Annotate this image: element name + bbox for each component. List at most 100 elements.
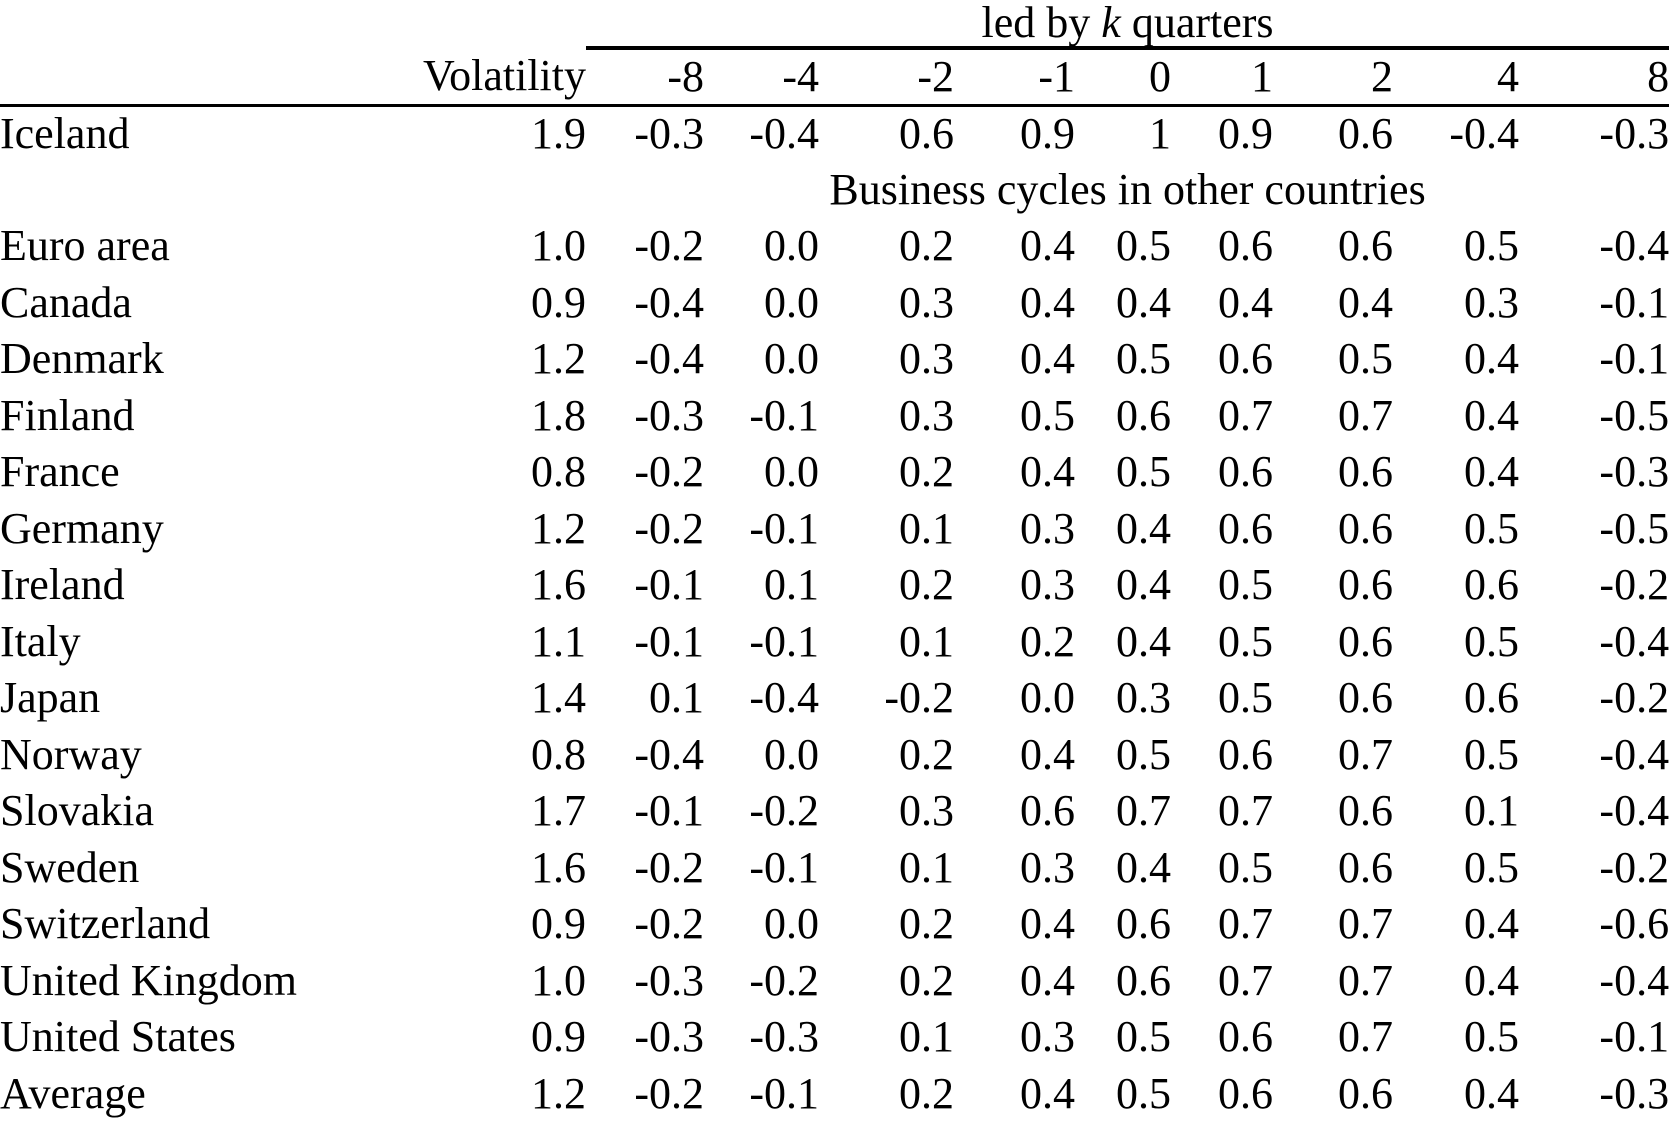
country-cell: Iceland bbox=[0, 109, 130, 158]
correlation-cell: 0.0 bbox=[764, 221, 819, 271]
country-cell: United States bbox=[0, 1012, 236, 1062]
correlation-cell: -0.3 bbox=[634, 109, 704, 158]
spanner-prefix: led by bbox=[981, 0, 1102, 47]
table-row: France 0.8 -0.2 0.0 0.2 0.4 0.5 0.6 0.6 0.4 -0.3 bbox=[0, 444, 1669, 501]
correlation-cell: 0.4 bbox=[1116, 277, 1171, 327]
correlation-cell: 0.7 bbox=[1218, 390, 1273, 440]
correlation-cell: -0.2 bbox=[634, 503, 704, 553]
correlation-cell: 0.4 bbox=[1464, 447, 1519, 497]
table-row: Switzerland 0.9 -0.2 0.0 0.2 0.4 0.6 0.7 0.7 0.4 -… bbox=[0, 896, 1669, 953]
correlation-cell: 0.4 bbox=[1464, 334, 1519, 384]
correlation-cell: 1 bbox=[1149, 109, 1171, 158]
correlation-cell: 0.6 bbox=[1464, 673, 1519, 723]
volatility-cell: 1.1 bbox=[531, 616, 586, 666]
table-body: Iceland 1.9 -0.3 -0.4 0.6 0.9 1 0.9 0.6 -0.4 -0.3 B… bbox=[0, 105, 1669, 1122]
correlation-cell: 0.6 bbox=[1218, 503, 1273, 553]
table-row: United States 0.9 -0.3 -0.3 0.1 0.3 0.5 0.6 0.7 0… bbox=[0, 1009, 1669, 1066]
correlation-cell: 0.5 bbox=[1464, 729, 1519, 779]
country-cell: Finland bbox=[0, 390, 135, 440]
correlation-cell: -0.1 bbox=[749, 390, 819, 440]
correlation-cell: -0.5 bbox=[1599, 390, 1669, 440]
correlation-cell: -0.1 bbox=[749, 842, 819, 892]
correlation-cell: -0.3 bbox=[1599, 447, 1669, 497]
correlation-cell: 0.7 bbox=[1116, 786, 1171, 836]
table-row: United Kingdom 1.0 -0.3 -0.2 0.2 0.4 0.6 0.7 0.7… bbox=[0, 953, 1669, 1010]
correlation-cell: 0.6 bbox=[1218, 729, 1273, 779]
correlation-cell: 0.1 bbox=[899, 842, 954, 892]
correlation-cell: 0.5 bbox=[1116, 729, 1171, 779]
correlation-cell: 0.5 bbox=[1116, 221, 1171, 271]
volatility-cell: 1.6 bbox=[531, 842, 586, 892]
correlation-cell: -0.2 bbox=[1599, 673, 1669, 723]
correlation-cell: 0.5 bbox=[1464, 503, 1519, 553]
correlation-cell: 0.4 bbox=[1020, 899, 1075, 949]
table-row: Japan 1.4 0.1 -0.4 -0.2 0.0 0.3 0.5 0.6 0.6 -0.2 bbox=[0, 670, 1669, 727]
correlation-cell: -0.2 bbox=[634, 1068, 704, 1118]
country-cell: Euro area bbox=[0, 221, 170, 271]
table-row: Ireland 1.6 -0.1 0.1 0.2 0.3 0.4 0.5 0.6 0.6 -0.2 bbox=[0, 557, 1669, 614]
correlation-cell: -0.1 bbox=[749, 503, 819, 553]
correlation-cell: -0.3 bbox=[634, 1012, 704, 1062]
correlation-cell: 0.3 bbox=[899, 786, 954, 836]
correlation-cell: 0.9 bbox=[1020, 109, 1075, 158]
correlation-cell: 0.2 bbox=[899, 955, 954, 1005]
correlation-cell: -0.2 bbox=[634, 842, 704, 892]
correlation-cell: 0.5 bbox=[1116, 447, 1171, 497]
table-row: Finland 1.8 -0.3 -0.1 0.3 0.5 0.6 0.7 0.7 0.4 -0.5 bbox=[0, 388, 1669, 445]
correlation-cell: 0.4 bbox=[1116, 842, 1171, 892]
correlation-cell: 0.7 bbox=[1338, 729, 1393, 779]
correlation-cell: 0.6 bbox=[1218, 1012, 1273, 1062]
lead-header-minus4: -4 bbox=[704, 48, 819, 107]
correlation-cell: 0.5 bbox=[1464, 1012, 1519, 1062]
correlation-cell: -0.2 bbox=[634, 221, 704, 271]
correlation-cell: 0.3 bbox=[899, 334, 954, 384]
correlation-cell: 0.7 bbox=[1338, 955, 1393, 1005]
correlation-cell: 0.6 bbox=[1218, 334, 1273, 384]
correlation-cell: 0.5 bbox=[1218, 842, 1273, 892]
table-row: Denmark 1.2 -0.4 0.0 0.3 0.4 0.5 0.6 0.5 0.4 -0.1 bbox=[0, 331, 1669, 388]
correlation-cell: -0.1 bbox=[749, 1068, 819, 1118]
correlation-cell: -0.1 bbox=[634, 786, 704, 836]
correlation-cell: 0.6 bbox=[1218, 447, 1273, 497]
country-header-cell bbox=[0, 48, 400, 107]
volatility-cell: 1.9 bbox=[531, 109, 586, 158]
column-header-row: Volatility -8 -4 -2 -1 0 1 2 4 8 bbox=[0, 48, 1669, 107]
table-row: Canada 0.9 -0.4 0.0 0.3 0.4 0.4 0.4 0.4 0.3 -0.1 bbox=[0, 275, 1669, 332]
correlation-cell: -0.4 bbox=[1599, 221, 1669, 271]
correlation-cell: 0.7 bbox=[1218, 899, 1273, 949]
correlation-cell: 0.4 bbox=[1464, 955, 1519, 1005]
spacer-cell bbox=[0, 0, 586, 48]
correlation-cell: 0.5 bbox=[1218, 673, 1273, 723]
correlation-cell: 0.0 bbox=[764, 334, 819, 384]
correlation-cell: 0.4 bbox=[1218, 277, 1273, 327]
country-cell: United Kingdom bbox=[0, 955, 297, 1005]
correlation-cell: 0.6 bbox=[1338, 109, 1393, 158]
correlation-cell: 0.5 bbox=[1218, 560, 1273, 610]
correlation-cell: -0.1 bbox=[749, 616, 819, 666]
table-row: Norway 0.8 -0.4 0.0 0.2 0.4 0.5 0.6 0.7 0.5 -0.4 bbox=[0, 727, 1669, 784]
lead-header-minus8: -8 bbox=[586, 48, 704, 107]
volatility-cell: 1.2 bbox=[531, 1068, 586, 1118]
spanner-k-variable: k bbox=[1101, 0, 1121, 47]
correlation-cell: 0.4 bbox=[1020, 1068, 1075, 1118]
correlation-cell: 0.6 bbox=[1218, 221, 1273, 271]
correlation-cell: 0.6 bbox=[1338, 842, 1393, 892]
table-row: Iceland 1.9 -0.3 -0.4 0.6 0.9 1 0.9 0.6 -0.4 -0.3 bbox=[0, 105, 1669, 162]
spanner-row: led by k quarters bbox=[0, 0, 1669, 50]
correlation-cell: 0.4 bbox=[1338, 277, 1393, 327]
table-row: Italy 1.1 -0.1 -0.1 0.1 0.2 0.4 0.5 0.6 0.5 -0.4 bbox=[0, 614, 1669, 671]
table-row: Slovakia 1.7 -0.1 -0.2 0.3 0.6 0.7 0.7 0.6 0.1 -0.… bbox=[0, 783, 1669, 840]
correlation-cell: 0.4 bbox=[1116, 616, 1171, 666]
correlation-cell: -0.3 bbox=[1599, 109, 1669, 158]
correlation-cell: 0.3 bbox=[1020, 503, 1075, 553]
correlation-cell: 0.4 bbox=[1464, 390, 1519, 440]
correlation-cell: 0.6 bbox=[1338, 616, 1393, 666]
correlation-cell: 0.3 bbox=[1464, 277, 1519, 327]
correlation-cell: 0.4 bbox=[1116, 503, 1171, 553]
correlation-cell: 0.5 bbox=[1464, 221, 1519, 271]
correlation-cell: -0.2 bbox=[634, 899, 704, 949]
volatility-cell: 0.8 bbox=[531, 729, 586, 779]
country-cell: Norway bbox=[0, 729, 142, 779]
correlation-cell: -0.2 bbox=[1599, 842, 1669, 892]
